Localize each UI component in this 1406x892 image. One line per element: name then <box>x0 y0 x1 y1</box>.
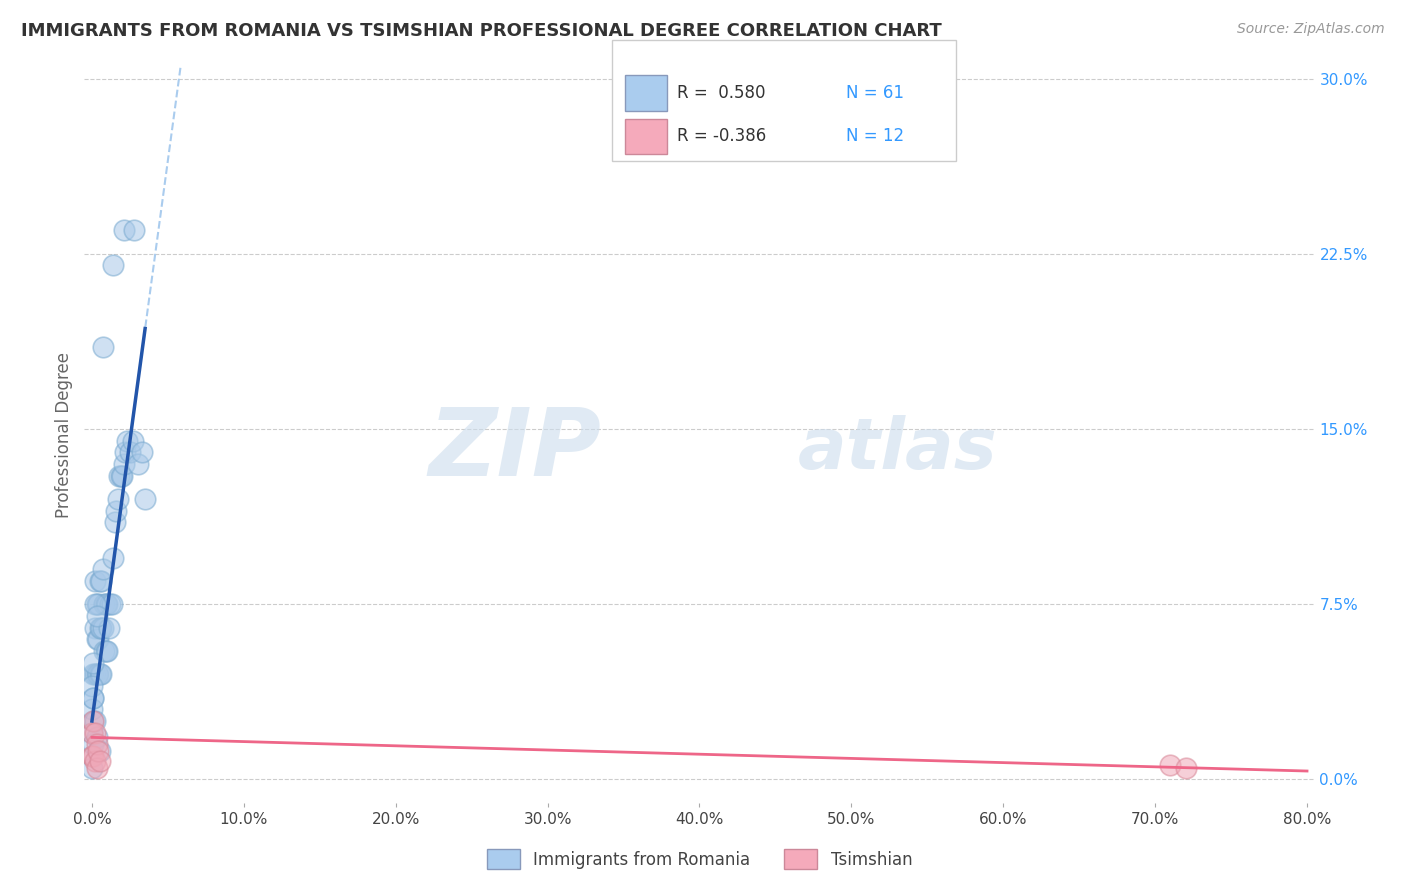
Text: IMMIGRANTS FROM ROMANIA VS TSIMSHIAN PROFESSIONAL DEGREE CORRELATION CHART: IMMIGRANTS FROM ROMANIA VS TSIMSHIAN PRO… <box>21 22 942 40</box>
Point <box>115 434 138 448</box>
Point <box>86 731 108 745</box>
Point <box>87 632 110 647</box>
Point <box>80 725 103 739</box>
Point <box>112 457 135 471</box>
Point <box>87 744 110 758</box>
Point <box>93 644 115 658</box>
Point <box>90 574 112 588</box>
Point <box>131 445 153 459</box>
Point <box>82 738 104 752</box>
Point <box>93 597 115 611</box>
Text: atlas: atlas <box>799 415 998 484</box>
Point <box>80 725 103 739</box>
Text: N = 61: N = 61 <box>846 84 904 102</box>
Point <box>96 597 118 611</box>
Point <box>90 621 112 635</box>
Text: R =  0.580: R = 0.580 <box>678 84 765 102</box>
Point <box>108 468 131 483</box>
Point <box>80 749 103 764</box>
Point <box>82 656 104 670</box>
Point <box>104 516 127 530</box>
Point <box>91 621 114 635</box>
Point <box>107 492 129 507</box>
Point <box>110 468 132 483</box>
Point <box>84 754 107 768</box>
Point <box>89 754 111 768</box>
Text: ZIP: ZIP <box>429 403 602 496</box>
Point <box>89 574 111 588</box>
Point <box>80 702 103 716</box>
Point <box>84 725 107 739</box>
Point <box>87 667 110 681</box>
Point <box>80 761 103 775</box>
Point <box>124 223 146 237</box>
Point <box>122 434 145 448</box>
Point <box>1174 761 1197 775</box>
Point <box>82 690 104 705</box>
Point <box>84 621 107 635</box>
Point <box>86 738 108 752</box>
Point <box>80 679 103 693</box>
Point <box>134 492 156 507</box>
Point <box>86 632 108 647</box>
Point <box>114 445 136 459</box>
Point <box>84 574 107 588</box>
Point <box>91 340 114 354</box>
Point <box>1159 758 1181 772</box>
Point <box>84 714 107 728</box>
Point <box>94 644 117 658</box>
Point <box>87 597 110 611</box>
Y-axis label: Professional Degree: Professional Degree <box>55 351 73 518</box>
Point <box>103 550 125 565</box>
Point <box>127 457 149 471</box>
Point <box>89 667 111 681</box>
Point <box>82 749 104 764</box>
Point <box>97 621 120 635</box>
Point <box>80 749 103 764</box>
Point <box>98 597 121 611</box>
Point <box>103 259 125 273</box>
Text: N = 12: N = 12 <box>846 128 904 145</box>
Point <box>84 667 107 681</box>
Point <box>89 744 111 758</box>
Point <box>91 562 114 576</box>
Point <box>86 597 108 611</box>
Legend: Immigrants from Romania, Tsimshian: Immigrants from Romania, Tsimshian <box>479 843 920 875</box>
Point <box>118 445 141 459</box>
Point <box>90 667 112 681</box>
Point <box>94 597 117 611</box>
Text: R = -0.386: R = -0.386 <box>678 128 766 145</box>
Point <box>100 597 122 611</box>
Point <box>89 621 111 635</box>
Point <box>86 608 108 623</box>
Point <box>105 504 128 518</box>
Point <box>96 644 118 658</box>
Point <box>82 714 104 728</box>
Point <box>112 223 135 237</box>
Point <box>82 714 104 728</box>
Point <box>84 597 107 611</box>
Point <box>82 667 104 681</box>
Point <box>111 468 134 483</box>
Point <box>86 667 108 681</box>
Point <box>82 690 104 705</box>
Point <box>86 761 108 775</box>
Text: Source: ZipAtlas.com: Source: ZipAtlas.com <box>1237 22 1385 37</box>
